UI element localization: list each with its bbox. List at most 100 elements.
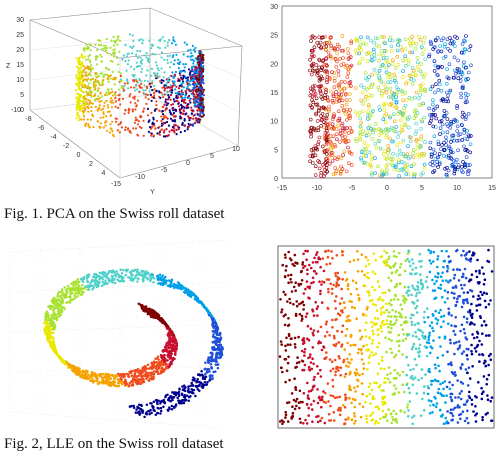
scatter-point bbox=[89, 59, 92, 62]
scatter-point bbox=[395, 112, 400, 116]
scatter-point bbox=[451, 150, 455, 155]
scatter-point bbox=[463, 47, 468, 52]
scatter-point bbox=[75, 97, 78, 100]
scatter-point bbox=[399, 124, 404, 129]
scatter-point bbox=[379, 131, 384, 135]
scatter-point bbox=[211, 348, 214, 351]
scatter-point bbox=[455, 124, 460, 129]
scatter-point bbox=[100, 60, 104, 63]
scatter-point bbox=[120, 374, 124, 378]
scatter-point bbox=[45, 322, 49, 325]
scatter-point bbox=[192, 110, 195, 113]
scatter-point bbox=[172, 405, 176, 409]
y-tick-label: 4 bbox=[102, 170, 106, 177]
scatter-point bbox=[428, 270, 432, 274]
scatter-point bbox=[87, 110, 90, 113]
scatter-point bbox=[350, 401, 353, 405]
scatter-point bbox=[302, 339, 306, 342]
scatter-point bbox=[440, 315, 443, 318]
scatter-point bbox=[414, 266, 418, 270]
scatter-point bbox=[463, 165, 467, 169]
scatter-point bbox=[48, 341, 52, 344]
scatter-point bbox=[191, 67, 194, 71]
scatter-point bbox=[354, 281, 358, 285]
scatter-point bbox=[140, 82, 143, 85]
scatter-point bbox=[395, 255, 398, 259]
scatter-point bbox=[197, 55, 200, 58]
scatter-point bbox=[411, 148, 416, 152]
scatter-point bbox=[144, 306, 148, 310]
scatter-point bbox=[128, 130, 131, 133]
scatter-point bbox=[143, 107, 146, 110]
scatter-point bbox=[166, 61, 169, 64]
scatter-point bbox=[427, 336, 431, 339]
scatter-point bbox=[444, 111, 449, 115]
scatter-point bbox=[143, 415, 146, 419]
scatter-point bbox=[214, 363, 218, 366]
scatter-point bbox=[316, 140, 321, 144]
scatter-point bbox=[316, 365, 319, 368]
scatter-point bbox=[102, 44, 105, 47]
scatter-point bbox=[102, 111, 105, 114]
scatter-point bbox=[198, 82, 201, 85]
scatter-point bbox=[315, 73, 319, 77]
scatter-point bbox=[82, 118, 85, 121]
scatter-point bbox=[452, 296, 456, 300]
scatter-point bbox=[84, 85, 87, 88]
scatter-point bbox=[308, 117, 313, 122]
scatter-point bbox=[368, 382, 372, 385]
scatter-point bbox=[436, 50, 440, 54]
scatter-point bbox=[346, 51, 351, 55]
scatter-point bbox=[342, 126, 347, 130]
scatter-point bbox=[188, 80, 191, 83]
scatter-point bbox=[97, 95, 100, 98]
scatter-point bbox=[457, 138, 461, 143]
scatter-point bbox=[170, 103, 173, 106]
scatter-point bbox=[159, 316, 163, 320]
scatter-point bbox=[455, 129, 459, 133]
scatter-point bbox=[75, 280, 78, 283]
scatter-point bbox=[52, 339, 55, 342]
scatter-point bbox=[152, 84, 155, 87]
scatter-point bbox=[366, 109, 370, 114]
scatter-point bbox=[435, 104, 440, 109]
scatter-point bbox=[180, 288, 183, 291]
scatter-point bbox=[131, 34, 134, 37]
scatter-point bbox=[459, 397, 463, 401]
scatter-point bbox=[107, 88, 110, 91]
scatter-point bbox=[372, 40, 376, 45]
scatter-point bbox=[152, 372, 156, 376]
scatter-point bbox=[99, 53, 102, 56]
scatter-point bbox=[153, 92, 156, 95]
scatter-point bbox=[187, 389, 190, 392]
y-tick-label: -2 bbox=[63, 143, 69, 150]
scatter-point bbox=[94, 78, 97, 82]
scatter-point bbox=[100, 381, 104, 384]
scatter-point bbox=[173, 335, 176, 339]
scatter-point bbox=[76, 92, 79, 95]
scatter-point bbox=[48, 326, 52, 329]
scatter-point bbox=[164, 98, 167, 101]
scatter-point bbox=[116, 36, 119, 39]
scatter-point bbox=[396, 39, 400, 44]
scatter-point bbox=[189, 394, 192, 398]
scatter-point bbox=[144, 365, 147, 368]
scatter-point bbox=[88, 72, 91, 75]
scatter-point bbox=[459, 95, 463, 100]
scatter-point bbox=[421, 40, 426, 45]
scatter-point bbox=[336, 69, 341, 73]
scatter-point bbox=[96, 55, 99, 58]
scatter-point bbox=[184, 94, 187, 97]
scatter-point bbox=[164, 85, 167, 88]
scatter-point bbox=[52, 315, 56, 318]
scatter-point bbox=[50, 345, 53, 349]
scatter-point bbox=[439, 147, 443, 151]
scatter-point bbox=[150, 365, 153, 369]
scatter-point bbox=[409, 164, 414, 168]
scatter-point bbox=[163, 114, 166, 118]
scatter-point bbox=[142, 269, 145, 273]
scatter-point bbox=[58, 290, 61, 294]
scatter-point bbox=[384, 167, 389, 172]
scatter-point bbox=[169, 333, 172, 336]
scatter-point bbox=[149, 374, 152, 377]
